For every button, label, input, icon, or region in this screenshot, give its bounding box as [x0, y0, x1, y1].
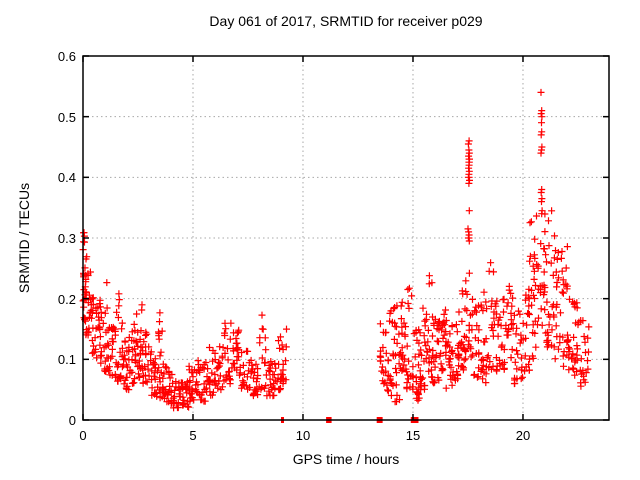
x-tick-label: 20: [515, 428, 531, 443]
y-tick-label: 0: [68, 413, 76, 428]
x-tick-label: 0: [79, 428, 87, 443]
y-tick-label: 0.4: [57, 170, 76, 186]
y-tick-label: 0.5: [57, 109, 76, 125]
x-tick-label: 15: [405, 428, 421, 443]
grid-lines: [83, 56, 609, 420]
axes-and-ticks: [82, 55, 610, 421]
y-tick-label: 0.2: [57, 291, 76, 307]
y-tick-label: 0.6: [57, 49, 76, 64]
x-axis-label: GPS time / hours: [292, 451, 400, 467]
y-tick-label: 0.1: [57, 352, 76, 368]
scatter-points: [79, 88, 593, 412]
chart-title: Day 061 of 2017, SRMTID for receiver p02…: [209, 13, 483, 29]
x-tick-label: 10: [295, 428, 311, 443]
y-tick-label: 0.3: [57, 231, 76, 246]
plot-border: [82, 55, 610, 421]
x-tick-label: 5: [189, 428, 197, 443]
